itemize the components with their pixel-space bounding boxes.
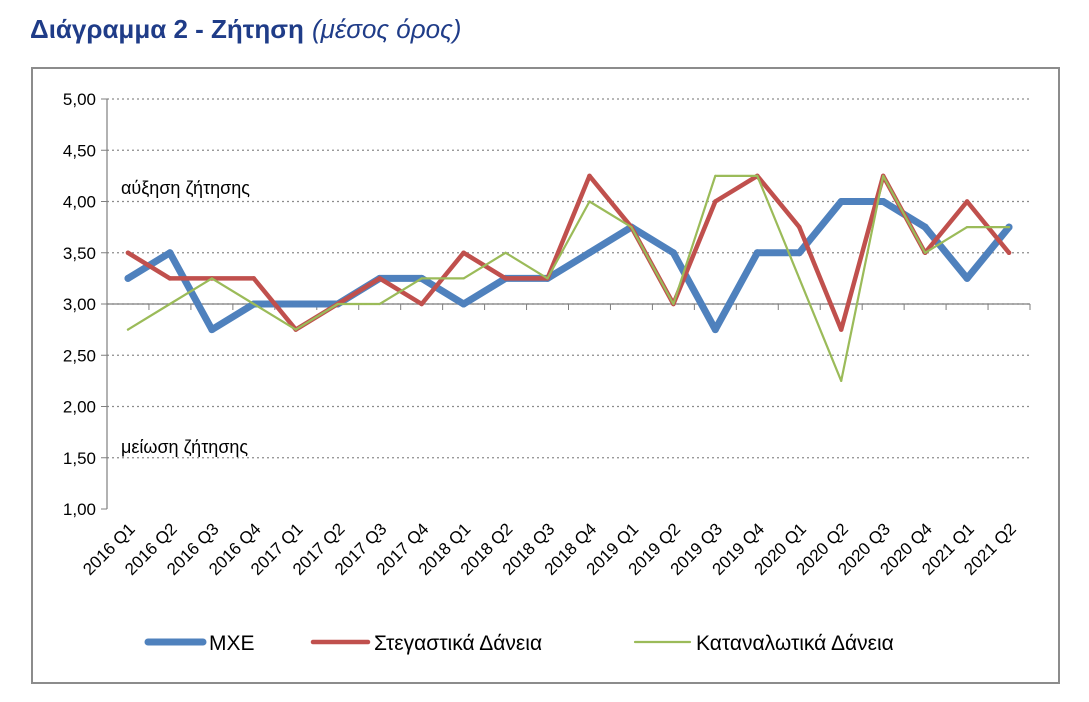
data-point — [125, 250, 131, 255]
legend: ΜΧΕ Στεγαστικά Δάνεια Καταναλωτικά Δάνεια — [144, 632, 894, 655]
legend-label: ΜΧΕ — [209, 632, 255, 655]
legend-item-3: Καταναλωτικά Δάνεια — [633, 632, 894, 655]
series-line-3 — [126, 174, 1011, 382]
data-point — [588, 200, 591, 203]
y-tick-label: 3,00 — [63, 295, 96, 314]
y-tick-label: 1,00 — [63, 500, 96, 519]
data-point — [711, 326, 719, 334]
data-point — [879, 198, 887, 205]
data-point — [336, 302, 339, 306]
data-point — [797, 224, 802, 230]
data-point — [1006, 250, 1012, 255]
data-point — [837, 198, 845, 205]
y-tick-label: 4,00 — [63, 193, 96, 212]
data-point — [377, 276, 382, 281]
data-point — [251, 276, 257, 281]
data-point — [882, 174, 885, 177]
series-line-2 — [125, 173, 1012, 332]
data-point — [168, 302, 172, 306]
data-point — [921, 223, 929, 231]
legend-label: Στεγαστικά Δάνεια — [374, 632, 542, 655]
data-point — [210, 277, 213, 280]
data-point — [419, 301, 424, 307]
data-point — [965, 226, 969, 229]
data-point — [294, 328, 297, 331]
title-main: Διάγραμμα 2 - Ζήτηση — [30, 14, 304, 44]
data-point — [714, 174, 717, 177]
data-point — [378, 302, 381, 306]
data-point — [795, 249, 803, 257]
y-tick-label: 4,50 — [63, 141, 96, 160]
data-point — [546, 277, 549, 280]
y-tick-label: 2,50 — [63, 346, 96, 365]
data-point — [124, 274, 132, 282]
data-point — [252, 302, 255, 306]
data-point — [167, 276, 173, 281]
data-point — [756, 174, 759, 177]
annotation-increase: αύξηση ζήτησης — [121, 178, 250, 198]
data-point — [840, 379, 843, 382]
page-title: Διάγραμμα 2 - Ζήτηση (μέσος όρος) — [30, 14, 461, 45]
data-point — [462, 277, 465, 280]
y-axis-ticks: 1,00 1,50 2,00 2,50 3,00 3,50 4,00 4,50 5,00 — [63, 90, 107, 519]
y-tick-label: 3,50 — [63, 244, 96, 263]
data-point — [126, 328, 130, 331]
data-point — [963, 274, 971, 282]
title-sub: (μέσος όρος) — [311, 14, 462, 44]
y-tick-label: 2,00 — [63, 398, 96, 417]
series-lines — [124, 173, 1013, 382]
chart-frame — [31, 67, 1060, 684]
series-line-1 — [124, 198, 1013, 334]
data-point — [964, 199, 970, 204]
data-point — [798, 277, 801, 280]
legend-item-2: Στεγαστικά Δάνεια — [310, 632, 542, 655]
data-point — [713, 199, 718, 204]
data-point — [753, 249, 761, 257]
data-point — [503, 276, 508, 281]
data-point — [669, 249, 677, 257]
data-point — [504, 251, 507, 254]
annotation-decrease: μείωση ζήτησης — [121, 437, 248, 457]
y-tick-label: 1,50 — [63, 449, 96, 468]
data-point — [166, 249, 174, 257]
data-point — [672, 302, 675, 306]
data-point — [292, 300, 300, 308]
data-point — [585, 249, 593, 257]
data-point — [420, 277, 423, 280]
data-point — [1007, 226, 1011, 229]
y-tick-label: 5,00 — [63, 90, 96, 109]
legend-label: Καταναλωτικά Δάνεια — [696, 632, 894, 655]
data-point — [924, 251, 927, 254]
data-point — [838, 327, 844, 332]
data-point — [461, 250, 466, 255]
data-point — [587, 173, 592, 179]
data-point — [208, 326, 216, 334]
legend-item-1: ΜΧΕ — [144, 632, 255, 655]
data-point — [460, 300, 468, 308]
data-point — [630, 226, 633, 229]
